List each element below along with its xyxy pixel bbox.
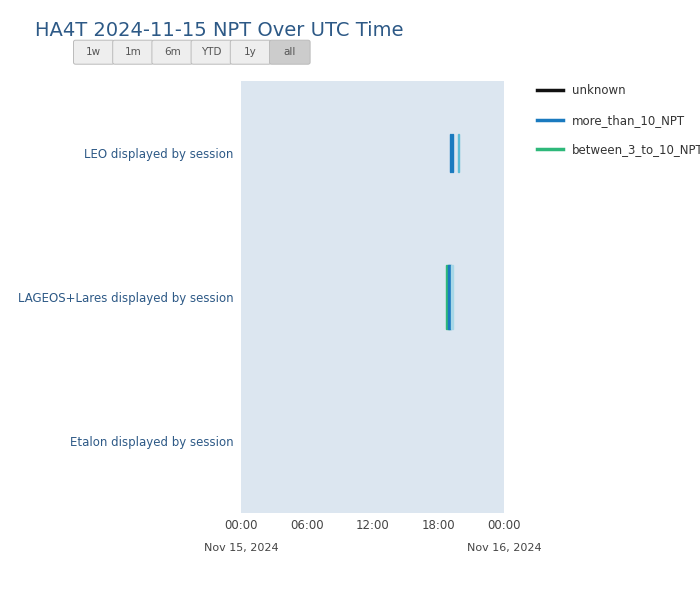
Bar <box>447 265 449 329</box>
Bar <box>452 134 454 172</box>
Text: 6m: 6m <box>164 47 181 57</box>
Text: HA4T 2024-11-15 NPT Over UTC Time: HA4T 2024-11-15 NPT Over UTC Time <box>35 21 403 40</box>
Legend: unknown, more_than_10_NPT, between_3_to_10_NPT: unknown, more_than_10_NPT, between_3_to_… <box>531 78 700 162</box>
Bar <box>450 134 452 172</box>
Bar <box>458 134 459 172</box>
Text: all: all <box>284 47 296 57</box>
Bar <box>448 265 452 329</box>
Bar <box>452 265 453 329</box>
Text: 1m: 1m <box>125 47 141 57</box>
Text: 1y: 1y <box>244 47 257 57</box>
Text: YTD: YTD <box>201 47 222 57</box>
Text: Nov 16, 2024: Nov 16, 2024 <box>467 543 541 553</box>
Text: Nov 15, 2024: Nov 15, 2024 <box>204 543 279 553</box>
Text: 1w: 1w <box>86 47 101 57</box>
